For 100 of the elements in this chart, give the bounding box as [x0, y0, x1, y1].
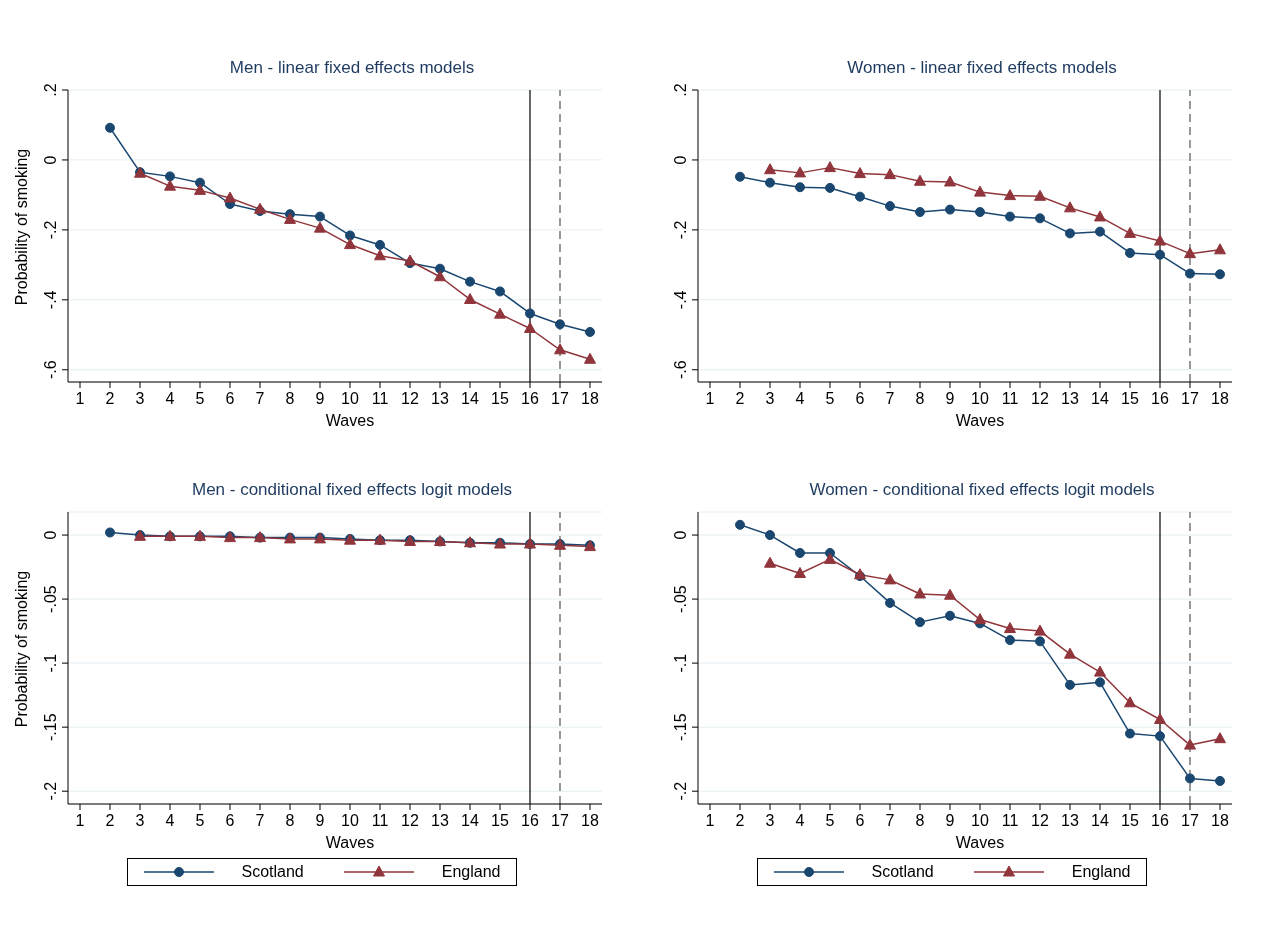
- x-tick-label: 14: [461, 390, 479, 407]
- x-tick-label: 4: [165, 390, 175, 407]
- x-tick-label: 1: [75, 390, 85, 407]
- chart-title: Men - conditional fixed effects logit models: [191, 480, 513, 501]
- x-tick-label: 16: [1151, 390, 1169, 407]
- x-tick-label: 5: [825, 812, 835, 829]
- x-tick-label: 4: [795, 390, 805, 407]
- x-axis-title: Waves: [954, 834, 1006, 852]
- chart-title: Women - linear fixed effects models: [846, 58, 1118, 79]
- x-tick-label: 16: [1151, 812, 1169, 829]
- x-tick-label: 15: [491, 390, 509, 407]
- x-tick-label: 17: [1181, 390, 1199, 407]
- y-tick-label: -.1: [672, 653, 689, 673]
- x-axis-title: Waves: [954, 412, 1006, 430]
- x-tick-label: 12: [401, 390, 419, 407]
- x-tick-label: 11: [371, 390, 389, 407]
- x-tick-label: 6: [855, 812, 865, 829]
- y-axis-title: Probability of smoking: [13, 570, 31, 728]
- x-tick-label: 17: [551, 390, 569, 407]
- x-tick-label: 3: [765, 812, 775, 829]
- x-tick-label: 5: [195, 390, 205, 407]
- x-tick-label: 17: [1181, 812, 1199, 829]
- legend-label: England: [1071, 863, 1131, 881]
- chart-title: Men - linear fixed effects models: [228, 58, 476, 79]
- y-tick-label: 0: [42, 155, 59, 165]
- x-tick-label: 8: [285, 390, 295, 407]
- y-tick-label: -.2: [42, 220, 59, 240]
- x-tick-label: 18: [581, 390, 599, 407]
- x-tick-label: 11: [371, 812, 389, 829]
- x-tick-label: 14: [1091, 390, 1109, 407]
- y-tick-label: -.4: [672, 290, 689, 310]
- x-axis-title: Waves: [324, 412, 376, 430]
- x-tick-label: 18: [1211, 812, 1229, 829]
- y-tick-label: -.1: [42, 653, 59, 673]
- x-tick-label: 5: [825, 390, 835, 407]
- x-tick-label: 14: [461, 812, 479, 829]
- x-tick-label: 12: [1031, 390, 1049, 407]
- x-tick-label: 3: [135, 390, 145, 407]
- x-tick-label: 6: [225, 390, 235, 407]
- x-axis-title: Waves: [324, 834, 376, 852]
- x-tick-label: 18: [581, 812, 599, 829]
- x-tick-label: 6: [225, 812, 235, 829]
- x-tick-label: 9: [315, 812, 325, 829]
- y-tick-label: -.6: [672, 360, 689, 380]
- y-tick-label: 0: [672, 530, 689, 540]
- x-tick-label: 1: [75, 812, 85, 829]
- chart-title: Women - conditional fixed effects logit models: [808, 480, 1156, 501]
- x-tick-label: 7: [255, 390, 265, 407]
- y-tick-label: -.15: [42, 713, 59, 741]
- x-tick-label: 11: [1001, 812, 1019, 829]
- x-tick-label: 8: [915, 390, 925, 407]
- x-tick-label: 2: [105, 390, 115, 407]
- x-tick-label: 2: [105, 812, 115, 829]
- x-tick-label: 10: [341, 812, 359, 829]
- x-tick-label: 2: [735, 390, 745, 407]
- x-tick-label: 11: [1001, 390, 1019, 407]
- y-tick-label: -.2: [672, 220, 689, 240]
- y-tick-label: .2: [42, 83, 59, 97]
- y-axis-title: Probability of smoking: [13, 148, 31, 306]
- x-tick-label: 16: [521, 390, 539, 407]
- x-tick-label: 12: [1031, 812, 1049, 829]
- y-tick-label: -.05: [672, 585, 689, 613]
- x-tick-label: 18: [1211, 390, 1229, 407]
- y-tick-label: -.2: [42, 781, 59, 801]
- x-tick-label: 4: [165, 812, 175, 829]
- x-tick-label: 15: [1121, 812, 1139, 829]
- y-tick-label: 0: [42, 530, 59, 540]
- x-tick-label: 13: [1061, 812, 1079, 829]
- x-tick-label: 9: [945, 390, 955, 407]
- x-tick-label: 13: [431, 812, 449, 829]
- x-tick-label: 3: [135, 812, 145, 829]
- x-tick-label: 17: [551, 812, 569, 829]
- y-tick-label: -.05: [42, 585, 59, 613]
- legend-label: Scotland: [871, 863, 934, 881]
- x-tick-label: 4: [795, 812, 805, 829]
- x-tick-label: 1: [705, 812, 715, 829]
- x-tick-label: 2: [735, 812, 745, 829]
- y-tick-label: .2: [672, 83, 689, 97]
- y-tick-label: 0: [672, 155, 689, 165]
- y-tick-label: -.2: [672, 781, 689, 801]
- x-tick-label: 10: [971, 812, 989, 829]
- x-tick-label: 9: [945, 812, 955, 829]
- x-tick-label: 13: [431, 390, 449, 407]
- x-tick-label: 10: [341, 390, 359, 407]
- x-tick-label: 5: [195, 812, 205, 829]
- y-tick-label: -.15: [672, 713, 689, 741]
- legend-label: England: [441, 863, 501, 881]
- x-tick-label: 13: [1061, 390, 1079, 407]
- legend-label: Scotland: [241, 863, 304, 881]
- x-tick-label: 10: [971, 390, 989, 407]
- y-tick-label: -.6: [42, 360, 59, 380]
- x-tick-label: 6: [855, 390, 865, 407]
- x-tick-label: 1: [705, 390, 715, 407]
- x-tick-label: 14: [1091, 812, 1109, 829]
- x-tick-label: 12: [401, 812, 419, 829]
- x-tick-label: 8: [285, 812, 295, 829]
- x-tick-label: 7: [885, 812, 895, 829]
- x-tick-label: 15: [1121, 390, 1139, 407]
- x-tick-label: 8: [915, 812, 925, 829]
- x-tick-label: 7: [255, 812, 265, 829]
